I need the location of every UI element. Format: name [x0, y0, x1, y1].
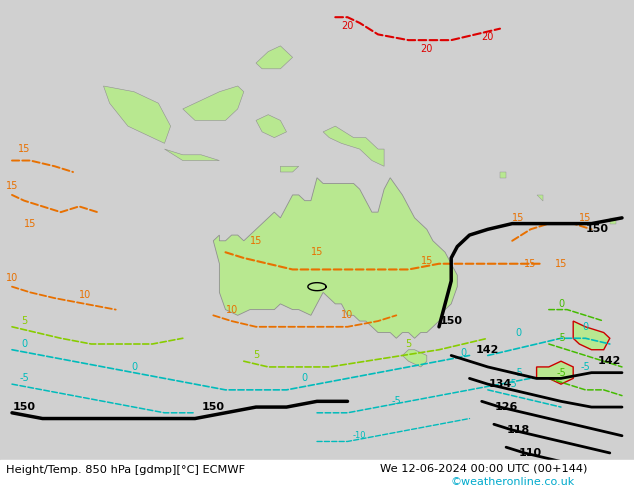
Text: -5: -5	[581, 362, 590, 372]
Text: 10: 10	[226, 305, 238, 315]
Text: 15: 15	[512, 213, 524, 223]
Polygon shape	[323, 126, 384, 166]
Text: -10: -10	[353, 431, 366, 440]
Text: 150: 150	[586, 224, 609, 234]
Text: 15: 15	[524, 259, 537, 269]
Polygon shape	[164, 149, 219, 161]
Text: -5: -5	[556, 368, 566, 378]
Text: 150: 150	[440, 316, 463, 326]
Text: We 12-06-2024 00:00 UTC (00+144): We 12-06-2024 00:00 UTC (00+144)	[380, 463, 587, 473]
Text: 134: 134	[488, 379, 512, 389]
Polygon shape	[256, 46, 293, 69]
Text: 0: 0	[21, 339, 27, 349]
Text: 0: 0	[558, 299, 564, 309]
Text: -5: -5	[514, 368, 523, 378]
Polygon shape	[536, 361, 573, 384]
Polygon shape	[403, 350, 427, 367]
Polygon shape	[183, 86, 244, 121]
Text: 0: 0	[460, 347, 467, 358]
Text: 15: 15	[420, 256, 433, 266]
Text: 110: 110	[519, 448, 542, 458]
Polygon shape	[256, 115, 287, 138]
Text: 142: 142	[598, 356, 621, 366]
Text: Height/Temp. 850 hPa [gdmp][°C] ECMWF: Height/Temp. 850 hPa [gdmp][°C] ECMWF	[6, 465, 245, 475]
Text: 0: 0	[302, 373, 308, 383]
Text: 20: 20	[341, 21, 354, 31]
Polygon shape	[280, 166, 299, 172]
Text: 150: 150	[13, 402, 36, 412]
Text: ©weatheronline.co.uk: ©weatheronline.co.uk	[450, 477, 574, 487]
Text: 15: 15	[250, 236, 262, 246]
Text: -5: -5	[556, 333, 566, 343]
Text: 0: 0	[131, 362, 137, 372]
Text: -5: -5	[391, 396, 401, 406]
Text: 15: 15	[555, 259, 567, 269]
Bar	[0, 460, 634, 490]
Text: 150: 150	[202, 402, 225, 412]
Polygon shape	[610, 218, 616, 223]
Text: 10: 10	[79, 290, 91, 300]
Text: 5: 5	[253, 350, 259, 361]
Polygon shape	[573, 321, 610, 350]
Polygon shape	[213, 178, 457, 338]
Text: 0: 0	[515, 327, 521, 338]
Text: -5: -5	[507, 379, 517, 389]
Text: 15: 15	[311, 247, 323, 257]
Text: 20: 20	[482, 32, 494, 42]
Text: 118: 118	[507, 425, 530, 435]
Text: 0: 0	[583, 322, 588, 332]
Text: 15: 15	[24, 219, 37, 229]
Text: 10: 10	[341, 310, 354, 320]
Text: 10: 10	[6, 273, 18, 283]
Text: 5: 5	[405, 339, 411, 349]
Text: 15: 15	[6, 181, 18, 191]
Polygon shape	[536, 195, 543, 201]
Text: 142: 142	[476, 345, 500, 355]
Text: 5: 5	[21, 316, 27, 326]
Text: 126: 126	[495, 402, 518, 412]
Text: 20: 20	[420, 44, 433, 54]
Polygon shape	[103, 86, 171, 144]
Text: 15: 15	[18, 144, 30, 154]
Polygon shape	[500, 172, 506, 178]
Text: -5: -5	[19, 373, 29, 383]
Text: 15: 15	[579, 213, 592, 223]
